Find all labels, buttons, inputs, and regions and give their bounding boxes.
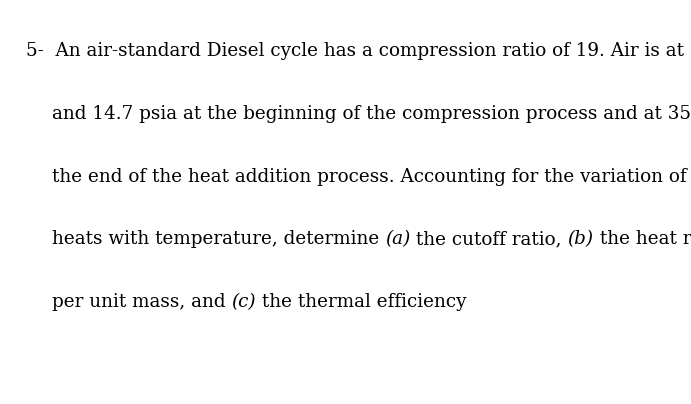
Text: the end of the heat addition process. Accounting for the variation of specific: the end of the heat addition process. Ac… bbox=[52, 168, 691, 186]
Text: and 14.7 psia at the beginning of the compression process and at 3500 R at: and 14.7 psia at the beginning of the co… bbox=[52, 105, 691, 123]
Text: the heat rejection: the heat rejection bbox=[594, 230, 691, 248]
Text: the thermal efficiency: the thermal efficiency bbox=[256, 293, 466, 311]
Text: (b): (b) bbox=[567, 230, 594, 248]
Text: per unit mass, and: per unit mass, and bbox=[52, 293, 231, 311]
Text: 5-  An air-standard Diesel cycle has a compression ratio of 19. Air is at 130°F: 5- An air-standard Diesel cycle has a co… bbox=[26, 42, 691, 61]
Text: (c): (c) bbox=[231, 293, 256, 311]
Text: heats with temperature, determine: heats with temperature, determine bbox=[52, 230, 385, 248]
Text: (a): (a) bbox=[385, 230, 410, 248]
Text: the cutoff ratio,: the cutoff ratio, bbox=[410, 230, 567, 248]
